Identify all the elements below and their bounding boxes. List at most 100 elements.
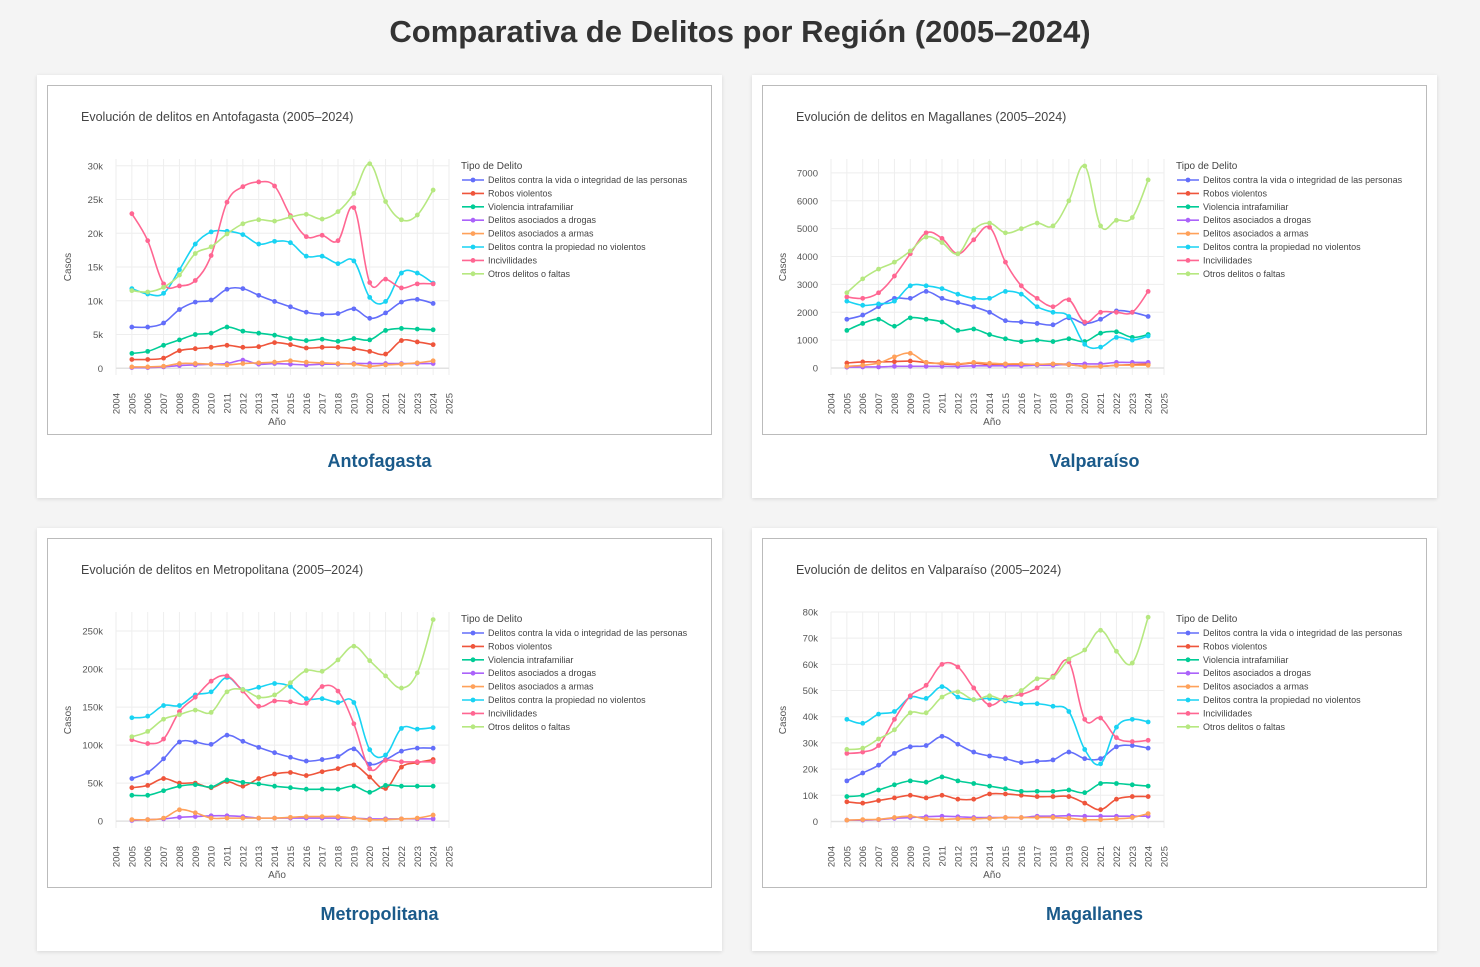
data-point (414, 783, 420, 789)
legend-label: Delitos contra la vida o integridad de l… (488, 628, 688, 638)
region-label: Antofagasta (327, 451, 432, 471)
x-tick-label: 2004 (827, 393, 838, 414)
data-point (303, 309, 309, 315)
data-point (351, 783, 357, 789)
data-point (955, 328, 961, 333)
data-point (414, 670, 420, 676)
x-tick-label: 2018 (334, 846, 345, 867)
y-axis-title: Casos (778, 706, 789, 734)
x-tick-label: 2008 (890, 846, 901, 867)
data-point (399, 759, 404, 765)
data-point (256, 694, 262, 700)
data-point (971, 363, 977, 369)
data-point (860, 359, 866, 365)
data-point (1082, 647, 1088, 653)
x-tick-label: 2024 (1144, 846, 1155, 867)
data-point (1034, 295, 1040, 301)
data-point (1050, 703, 1056, 709)
data-point (367, 280, 373, 285)
data-point (399, 783, 404, 789)
data-point (1050, 675, 1056, 680)
data-point (208, 229, 214, 235)
data-point (192, 251, 198, 256)
data-point (907, 792, 913, 798)
data-point (367, 363, 373, 369)
data-point (1018, 815, 1024, 820)
data-point (1003, 230, 1008, 236)
data-point (1018, 701, 1024, 707)
data-point (844, 716, 850, 722)
data-point (939, 319, 945, 325)
data-point (1098, 817, 1103, 823)
data-point (208, 330, 214, 336)
data-point (1018, 361, 1024, 367)
data-point (907, 744, 913, 750)
data-point (860, 720, 866, 726)
y-tick-label: 3000 (797, 280, 818, 291)
data-point (892, 782, 897, 788)
gridlines (115, 612, 450, 828)
data-point (939, 694, 945, 700)
data-point (303, 700, 309, 706)
data-point (1018, 688, 1024, 693)
data-point (1114, 796, 1119, 802)
data-point (145, 348, 151, 354)
data-point (288, 770, 293, 775)
legend-label: Delitos contra la propiedad no violentos (488, 695, 646, 705)
x-tick-label: 2012 (238, 393, 249, 414)
legend-label: Incivilidades (1203, 708, 1253, 718)
data-point (272, 218, 277, 224)
data-point (383, 328, 388, 333)
data-point (939, 240, 945, 246)
chart-title: Evolución de delitos en Metropolitana (2… (81, 563, 363, 577)
data-point (1082, 813, 1088, 819)
data-point (177, 361, 182, 366)
data-point (177, 703, 182, 708)
data-point (414, 326, 420, 332)
data-point (383, 783, 388, 788)
data-point (303, 773, 309, 778)
data-point (335, 311, 341, 316)
data-point (1034, 337, 1040, 343)
data-point (383, 757, 388, 763)
data-point (399, 816, 404, 822)
x-tick-label: 2025 (1160, 846, 1171, 867)
data-point (907, 363, 913, 369)
data-point (224, 362, 230, 368)
data-point (939, 733, 945, 739)
data-point (256, 781, 262, 787)
data-point (876, 266, 881, 272)
y-axis-title: Casos (63, 706, 74, 734)
data-point (1145, 737, 1151, 743)
x-tick-label: 2018 (334, 393, 345, 414)
x-tick-label: 2015 (286, 846, 297, 867)
data-point (955, 816, 961, 822)
data-point (923, 682, 929, 688)
y-axis-title: Casos (778, 253, 789, 281)
y-tick-label: 100k (82, 741, 103, 752)
data-point (224, 689, 230, 695)
data-point (1034, 676, 1040, 682)
data-point (876, 711, 881, 717)
y-tick-label: 0 (98, 817, 103, 828)
data-point (923, 779, 929, 785)
data-point (399, 326, 404, 331)
legend-marker (470, 177, 476, 183)
x-tick-label: 2005 (842, 393, 853, 414)
data-point (256, 292, 262, 298)
series-line (131, 326, 434, 355)
data-point (430, 725, 436, 731)
data-point (1003, 318, 1008, 324)
data-point (224, 199, 230, 205)
data-point (923, 234, 929, 240)
legend-label: Robos violentos (488, 188, 553, 198)
data-point (129, 734, 135, 740)
data-point (256, 217, 262, 223)
data-point (907, 295, 913, 301)
data-point (430, 281, 436, 287)
data-point (892, 750, 897, 756)
gridlines (830, 611, 1165, 828)
data-point (145, 770, 151, 775)
x-tick-label: 2004 (112, 846, 123, 867)
data-point (892, 795, 897, 801)
